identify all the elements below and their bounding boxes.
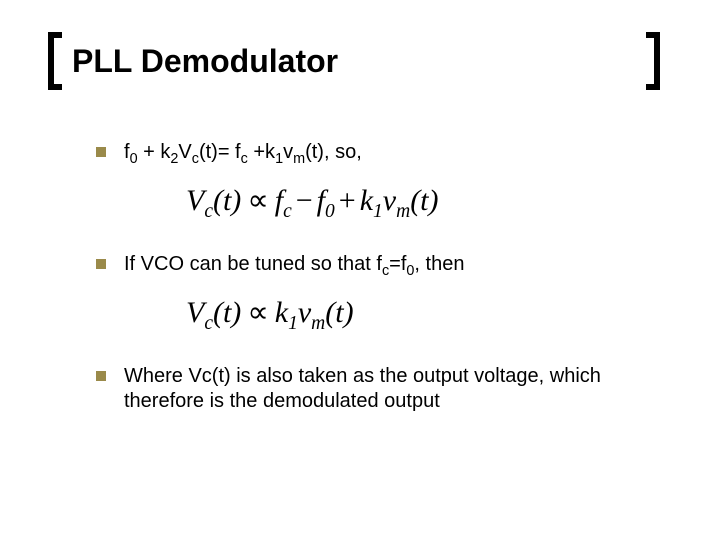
bullet-icon	[96, 371, 106, 381]
title-bracket-left	[48, 32, 62, 90]
bullet-text-1: f0 + k2Vc(t)= fc +k1vm(t), so,	[124, 140, 362, 165]
equation-2: Vc(t)∝k1vm(t)	[186, 295, 660, 330]
title-bracket-right	[646, 32, 660, 90]
equation-1: Vc(t)∝fc−f0+k1vm(t)	[186, 183, 660, 218]
bullet-item-1: f0 + k2Vc(t)= fc +k1vm(t), so,	[96, 140, 660, 165]
bullet-item-3: Where Vc(t) is also taken as the output …	[96, 364, 660, 414]
bullet-item-2: If VCO can be tuned so that fc=f0, then	[96, 252, 660, 277]
page-title: PLL Demodulator	[48, 40, 660, 82]
bullet-icon	[96, 259, 106, 269]
content-area: f0 + k2Vc(t)= fc +k1vm(t), so, Vc(t)∝fc−…	[96, 140, 660, 432]
bullet-text-3: Where Vc(t) is also taken as the output …	[124, 364, 660, 414]
bullet-text-2: If VCO can be tuned so that fc=f0, then	[124, 252, 464, 277]
bullet-icon	[96, 147, 106, 157]
